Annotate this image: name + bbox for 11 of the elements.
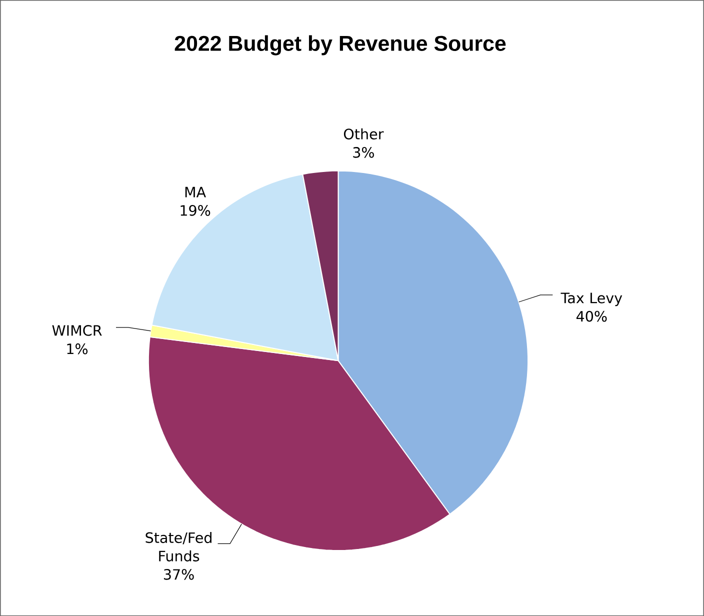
data-label: 40%	[576, 310, 607, 322]
slice-label: State/Fed Funds	[146, 532, 212, 562]
data-label: 3%	[353, 146, 374, 158]
data-label: 37%	[164, 568, 194, 580]
data-label: 19%	[180, 204, 210, 216]
slice-label: MA	[185, 186, 206, 198]
slice-label: Other	[344, 128, 384, 140]
slice-label: Tax Levy	[560, 292, 622, 306]
chart-title: 2022 Budget by Revenue Source	[174, 35, 506, 56]
slice-label: WIMCR	[52, 324, 102, 336]
data-label: 1%	[67, 343, 88, 354]
